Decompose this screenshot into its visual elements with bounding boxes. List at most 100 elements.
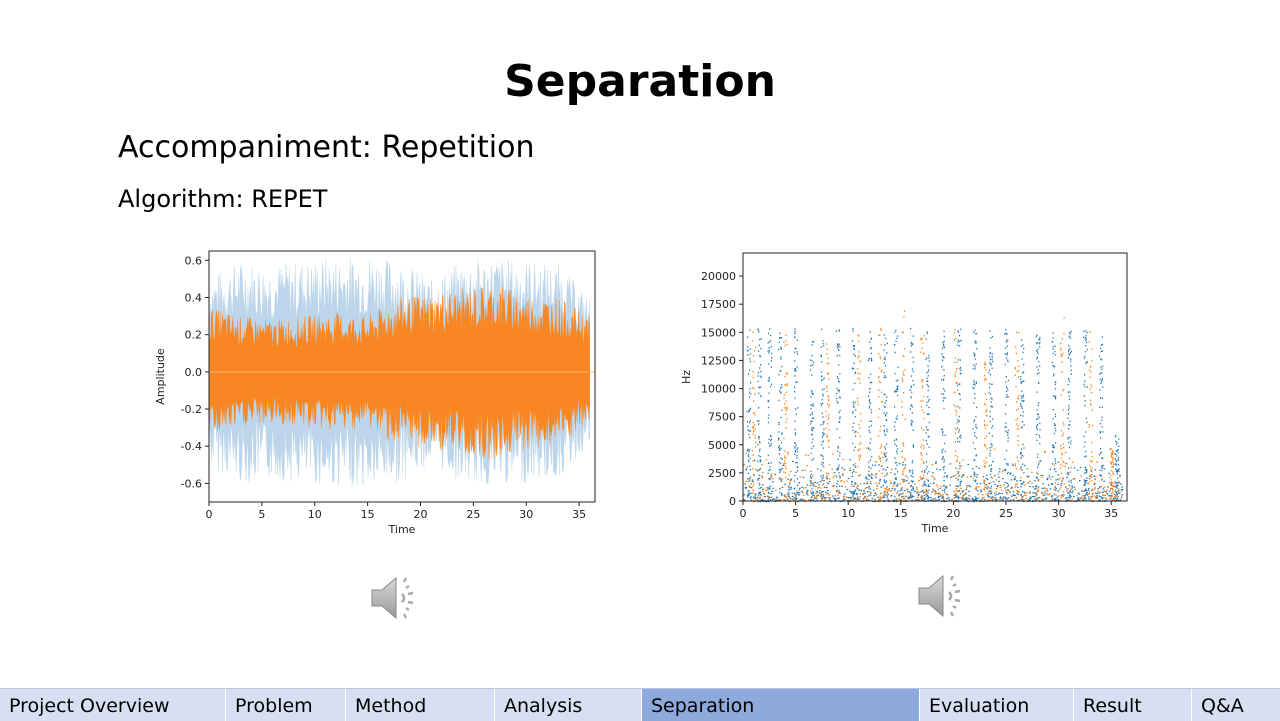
spectrogram-point — [1060, 482, 1063, 484]
spectrogram-point — [763, 493, 766, 495]
spectrogram-point — [872, 489, 875, 491]
spectrogram-point — [1080, 498, 1082, 500]
spectrogram-point — [975, 363, 977, 365]
spectrogram-point — [873, 495, 876, 497]
spectrogram-point — [955, 485, 957, 487]
spectrogram-point — [786, 343, 788, 346]
spectrogram-point — [818, 492, 820, 494]
spectrogram-point — [974, 475, 976, 477]
nav-item-method[interactable]: Method — [346, 689, 495, 721]
nav-item-project-overview[interactable]: Project Overview — [0, 689, 226, 721]
spectrogram-point — [1069, 446, 1071, 449]
spectrogram-point — [1015, 352, 1017, 355]
spectrogram-point — [959, 484, 961, 486]
plot-frame — [742, 252, 1128, 502]
spectrogram-point — [954, 467, 957, 469]
spectrogram-point — [755, 446, 757, 448]
spectrogram-point — [878, 483, 880, 485]
spectrogram-point — [1020, 466, 1022, 468]
spectrogram-point — [865, 477, 867, 479]
spectrogram-point — [852, 493, 854, 496]
spectrogram-point — [920, 499, 923, 501]
x-tick-label: 30 — [1052, 507, 1066, 520]
speaker-icon[interactable] — [915, 570, 971, 622]
slide-title: Separation — [504, 56, 776, 107]
spectrogram-point — [1007, 498, 1009, 500]
spectrogram-point — [939, 487, 942, 489]
spectrogram-point — [1119, 475, 1121, 477]
spectrogram-point — [778, 399, 780, 402]
spectrogram-point — [1058, 477, 1061, 480]
spectrogram-point — [956, 422, 958, 424]
spectrogram-point — [822, 343, 824, 345]
spectrogram-point — [895, 388, 897, 390]
spectrogram-point — [760, 395, 762, 397]
spectrogram-point — [939, 493, 942, 495]
spectrogram-point — [986, 461, 988, 463]
spectrogram-point — [1121, 494, 1123, 496]
spectrogram-point — [1118, 488, 1120, 490]
spectrogram-point — [1115, 494, 1118, 496]
nav-item-separation[interactable]: Separation — [642, 689, 920, 721]
spectrogram-point — [780, 442, 782, 444]
spectrogram-point — [1035, 433, 1038, 436]
spectrogram-point — [1009, 473, 1011, 475]
spectrogram-point — [822, 402, 824, 405]
spectrogram-point — [1005, 463, 1007, 465]
spectrogram-point — [1112, 458, 1114, 460]
spectrogram-point — [957, 330, 959, 332]
spectrogram-point — [902, 480, 905, 482]
nav-item-result[interactable]: Result — [1074, 689, 1192, 721]
spectrogram-point — [1061, 454, 1063, 456]
spectrogram-point — [1005, 341, 1007, 343]
spectrogram-point — [828, 478, 831, 480]
spectrogram-point — [785, 467, 787, 470]
nav-item-analysis[interactable]: Analysis — [495, 689, 642, 721]
spectrogram-point — [882, 496, 885, 498]
spectrogram-point — [956, 459, 958, 461]
spectrogram-point — [907, 482, 910, 484]
spectrogram-point — [995, 491, 997, 493]
spectrogram-point — [760, 375, 762, 377]
spectrogram-point — [1036, 351, 1038, 353]
spectrogram-point — [983, 374, 985, 377]
spectrogram-point — [775, 499, 777, 501]
spectrogram-point — [812, 417, 815, 419]
spectrogram-point — [816, 496, 818, 498]
spectrogram-point — [810, 396, 812, 398]
spectrogram-point — [898, 495, 900, 497]
spectrogram-point — [1101, 336, 1103, 338]
spectrogram-point — [1084, 484, 1086, 486]
speaker-icon[interactable] — [368, 572, 424, 624]
spectrogram-point — [898, 462, 900, 464]
spectrogram-point — [855, 471, 857, 473]
spectrogram-point — [748, 433, 750, 436]
spectrogram-point — [1022, 415, 1024, 417]
spectrogram-point — [1104, 494, 1107, 497]
spectrogram-point — [816, 491, 818, 493]
spectrogram-point — [1100, 344, 1102, 346]
spectrogram-point — [1037, 453, 1039, 456]
spectrogram-point — [884, 491, 886, 493]
spectrogram-point — [827, 483, 829, 485]
spectrogram-point — [826, 353, 828, 355]
nav-item-qa[interactable]: Q&A — [1192, 689, 1280, 721]
spectrogram-point — [1061, 477, 1063, 479]
spectrogram-point — [904, 459, 906, 461]
nav-item-evaluation[interactable]: Evaluation — [920, 689, 1074, 721]
spectrogram-point — [990, 468, 992, 471]
spectrogram-point — [1089, 465, 1091, 468]
spectrogram-point — [1096, 496, 1099, 498]
spectrogram-point — [782, 471, 785, 473]
spectrogram-point — [911, 495, 913, 497]
spectrogram-point — [863, 490, 865, 492]
nav-item-problem[interactable]: Problem — [226, 689, 346, 721]
spectrogram-point — [1110, 452, 1112, 454]
x-tick-label: 5 — [792, 507, 799, 520]
spectrogram-point — [923, 445, 925, 447]
spectrogram-point — [1007, 395, 1009, 398]
spectrogram-point — [878, 455, 880, 457]
spectrogram-point — [916, 492, 918, 494]
spectrogram-point — [811, 496, 814, 498]
spectrogram-point — [875, 482, 877, 484]
